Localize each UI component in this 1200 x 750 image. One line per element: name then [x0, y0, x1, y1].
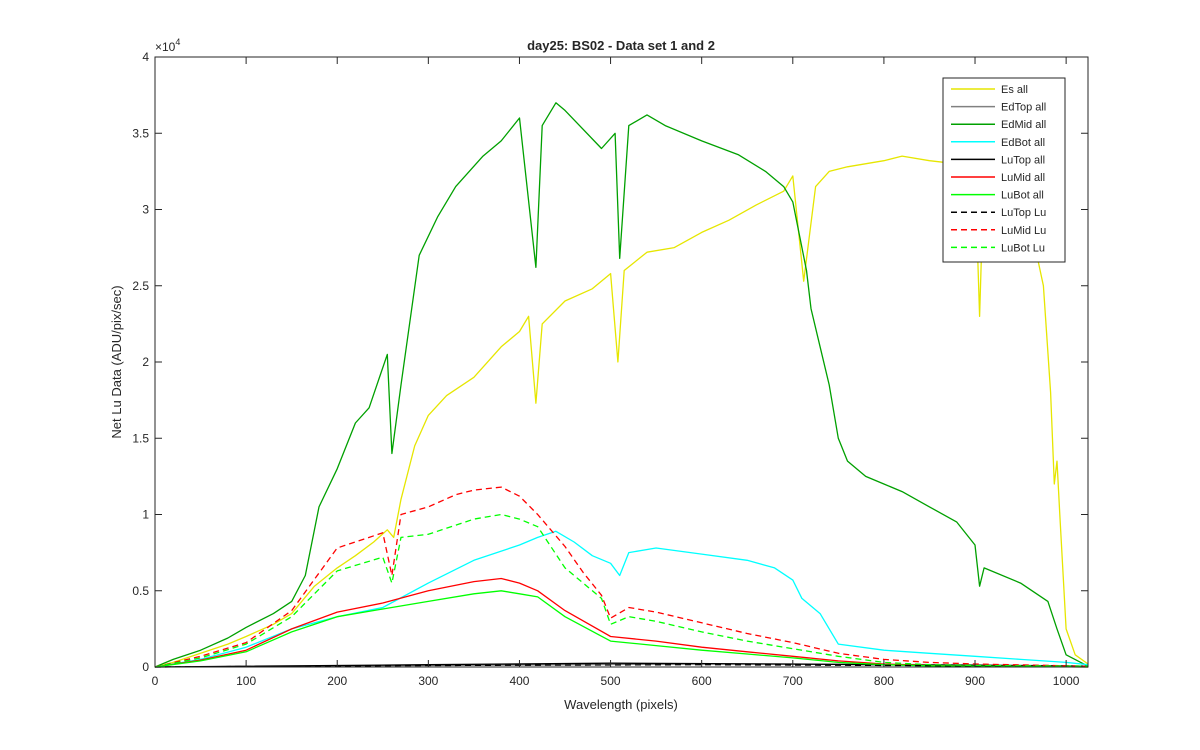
x-tick-label: 500	[601, 674, 621, 688]
x-tick-label: 200	[327, 674, 347, 688]
x-axis-label: Wavelength (pixels)	[564, 697, 678, 712]
y-tick-label: 0	[142, 660, 149, 674]
chart-title: day25: BS02 - Data set 1 and 2	[527, 38, 715, 53]
legend-label-2: EdTop all	[1001, 102, 1046, 114]
legend-label-9: LuMid Lu	[1001, 225, 1046, 237]
legend-box	[942, 77, 1066, 263]
x-tick-label: 700	[783, 674, 803, 688]
ticks-layer: 0 100 200 300 400 500 600 700 800 900 1000 0 0.5 1 1.5…	[132, 50, 1088, 688]
y-tick-label: 1.5	[132, 431, 149, 445]
y-tick-label: 2	[142, 355, 149, 369]
legend-label-8: LuTop Lu	[1001, 207, 1046, 219]
y-axis-label: Net Lu Data (ADU/pix/sec)	[109, 285, 124, 438]
legend: Es all EdTop all EdMid all EdBot all LuTop a…	[942, 77, 1066, 263]
legend-label-1: Es all	[1001, 84, 1028, 96]
y-tick-label: 1	[142, 508, 149, 522]
legend-label-7: LuBot all	[1001, 190, 1044, 202]
y-exponent-power: 4	[175, 37, 180, 47]
x-tick-label: 900	[965, 674, 985, 688]
y-tick-label: 2.5	[132, 279, 149, 293]
x-tick-label: 0	[152, 674, 159, 688]
series-line-4	[154, 530, 1089, 668]
x-tick-label: 100	[236, 674, 256, 688]
series-line-7	[154, 590, 1089, 668]
x-tick-label: 1000	[1053, 674, 1080, 688]
legend-label-5: LuTop all	[1001, 154, 1045, 166]
legend-label-4: EdBot all	[1001, 137, 1045, 149]
legend-label-3: EdMid all	[1001, 119, 1046, 131]
series-line-6	[154, 577, 1089, 668]
legend-label-10: LuBot Lu	[1001, 242, 1045, 254]
x-tick-label: 400	[509, 674, 529, 688]
x-tick-label: 800	[874, 674, 894, 688]
x-tick-label: 600	[692, 674, 712, 688]
plot-background	[155, 57, 1088, 667]
y-exponent-base: ×10	[155, 40, 176, 54]
y-tick-label: 3	[142, 203, 149, 217]
y-tick-label: 4	[142, 50, 149, 64]
y-tick-label: 3.5	[132, 126, 149, 140]
series-line-3	[154, 102, 1089, 668]
y-tick-label: 0.5	[132, 584, 149, 598]
series-line-10	[154, 513, 1089, 668]
legend-label-6: LuMid all	[1001, 172, 1045, 184]
x-tick-label: 300	[418, 674, 438, 688]
y-exponent-label: ×104	[155, 37, 180, 54]
series-line-9	[154, 486, 1089, 668]
